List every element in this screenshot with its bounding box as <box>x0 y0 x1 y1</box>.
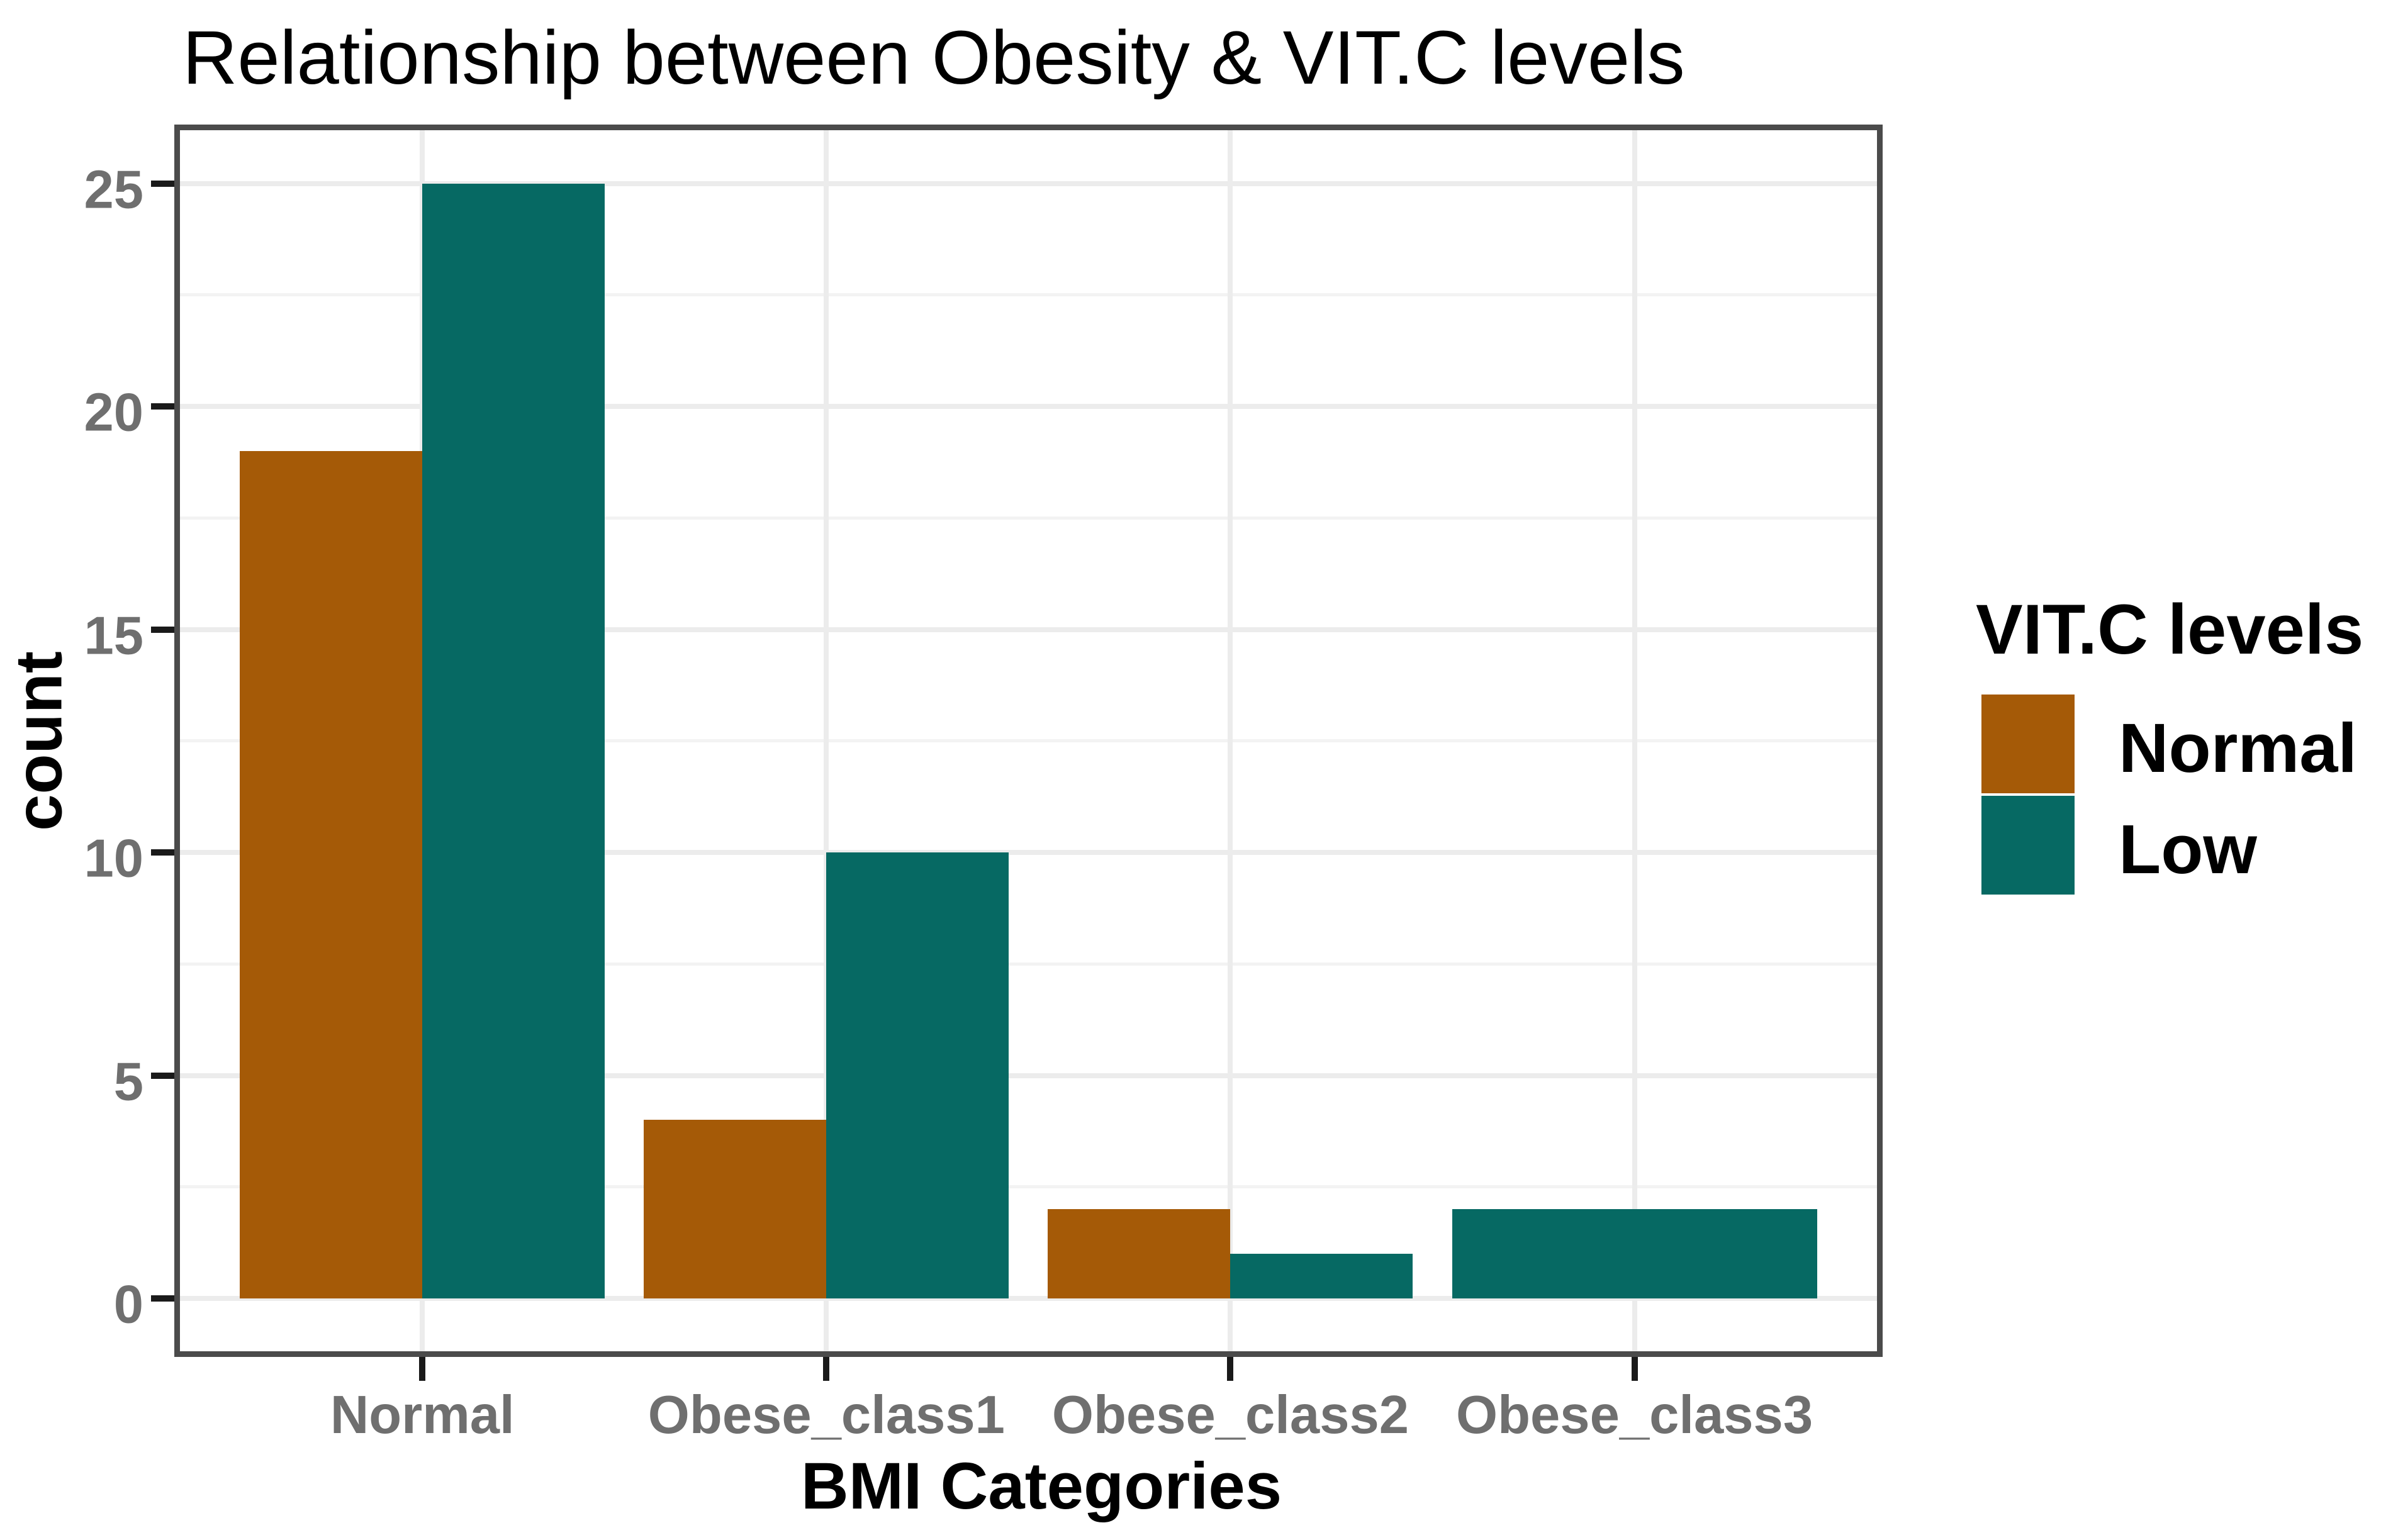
y-major-gridline <box>180 850 1877 855</box>
x-tick-mark <box>1227 1357 1234 1381</box>
legend-title: VIT.C levels <box>1976 590 2364 669</box>
y-minor-gridline <box>180 516 1877 520</box>
bar-normal-obese_class2 <box>1048 1209 1231 1298</box>
bar-low-normal <box>422 183 605 1298</box>
y-minor-gridline <box>180 739 1877 743</box>
y-minor-gridline <box>180 962 1877 966</box>
y-tick-label: 15 <box>84 606 143 666</box>
y-major-gridline <box>180 627 1877 632</box>
y-major-gridline <box>180 1296 1877 1301</box>
x-tick-mark <box>823 1357 830 1381</box>
y-tick-mark <box>151 180 174 187</box>
x-tick-label: Obese_class1 <box>647 1385 1005 1445</box>
bar-low-obese_class1 <box>826 852 1009 1298</box>
legend-swatch-low <box>1981 796 2075 895</box>
x-tick-mark <box>1631 1357 1638 1381</box>
x-major-gridline <box>1632 130 1637 1351</box>
bar-normal-obese_class1 <box>644 1120 827 1298</box>
y-major-gridline <box>180 404 1877 409</box>
legend-label-low: Low <box>2119 811 2257 888</box>
y-tick-mark <box>151 403 174 410</box>
y-tick-label: 25 <box>84 160 143 220</box>
y-minor-gridline <box>180 1185 1877 1189</box>
x-major-gridline <box>824 130 829 1351</box>
x-tick-label: Normal <box>330 1385 515 1445</box>
y-tick-label: 20 <box>84 382 143 443</box>
x-tick-label: Obese_class2 <box>1051 1385 1409 1445</box>
y-tick-mark <box>151 1295 174 1302</box>
x-major-gridline <box>1228 130 1233 1351</box>
y-major-gridline <box>180 1073 1877 1078</box>
bar-low-obese_class3 <box>1452 1209 1817 1298</box>
x-axis-title: BMI Categories <box>800 1449 1282 1523</box>
legend-swatch-normal <box>1981 695 2075 793</box>
y-tick-mark <box>151 1072 174 1079</box>
y-tick-label: 5 <box>113 1052 143 1112</box>
y-axis-title: count <box>2 651 76 831</box>
legend-label-normal: Normal <box>2119 710 2357 787</box>
y-tick-label: 0 <box>113 1275 143 1335</box>
x-tick-label: Obese_class3 <box>1455 1385 1813 1445</box>
x-tick-mark <box>419 1357 426 1381</box>
chart-title: Relationship between Obesity & VIT.C lev… <box>182 14 1685 100</box>
y-major-gridline <box>180 181 1877 186</box>
y-tick-mark <box>151 849 174 856</box>
y-tick-label: 10 <box>84 829 143 889</box>
bar-low-obese_class2 <box>1230 1254 1413 1298</box>
y-minor-gridline <box>180 293 1877 297</box>
bar-normal-normal <box>240 450 423 1298</box>
y-tick-mark <box>151 626 174 633</box>
